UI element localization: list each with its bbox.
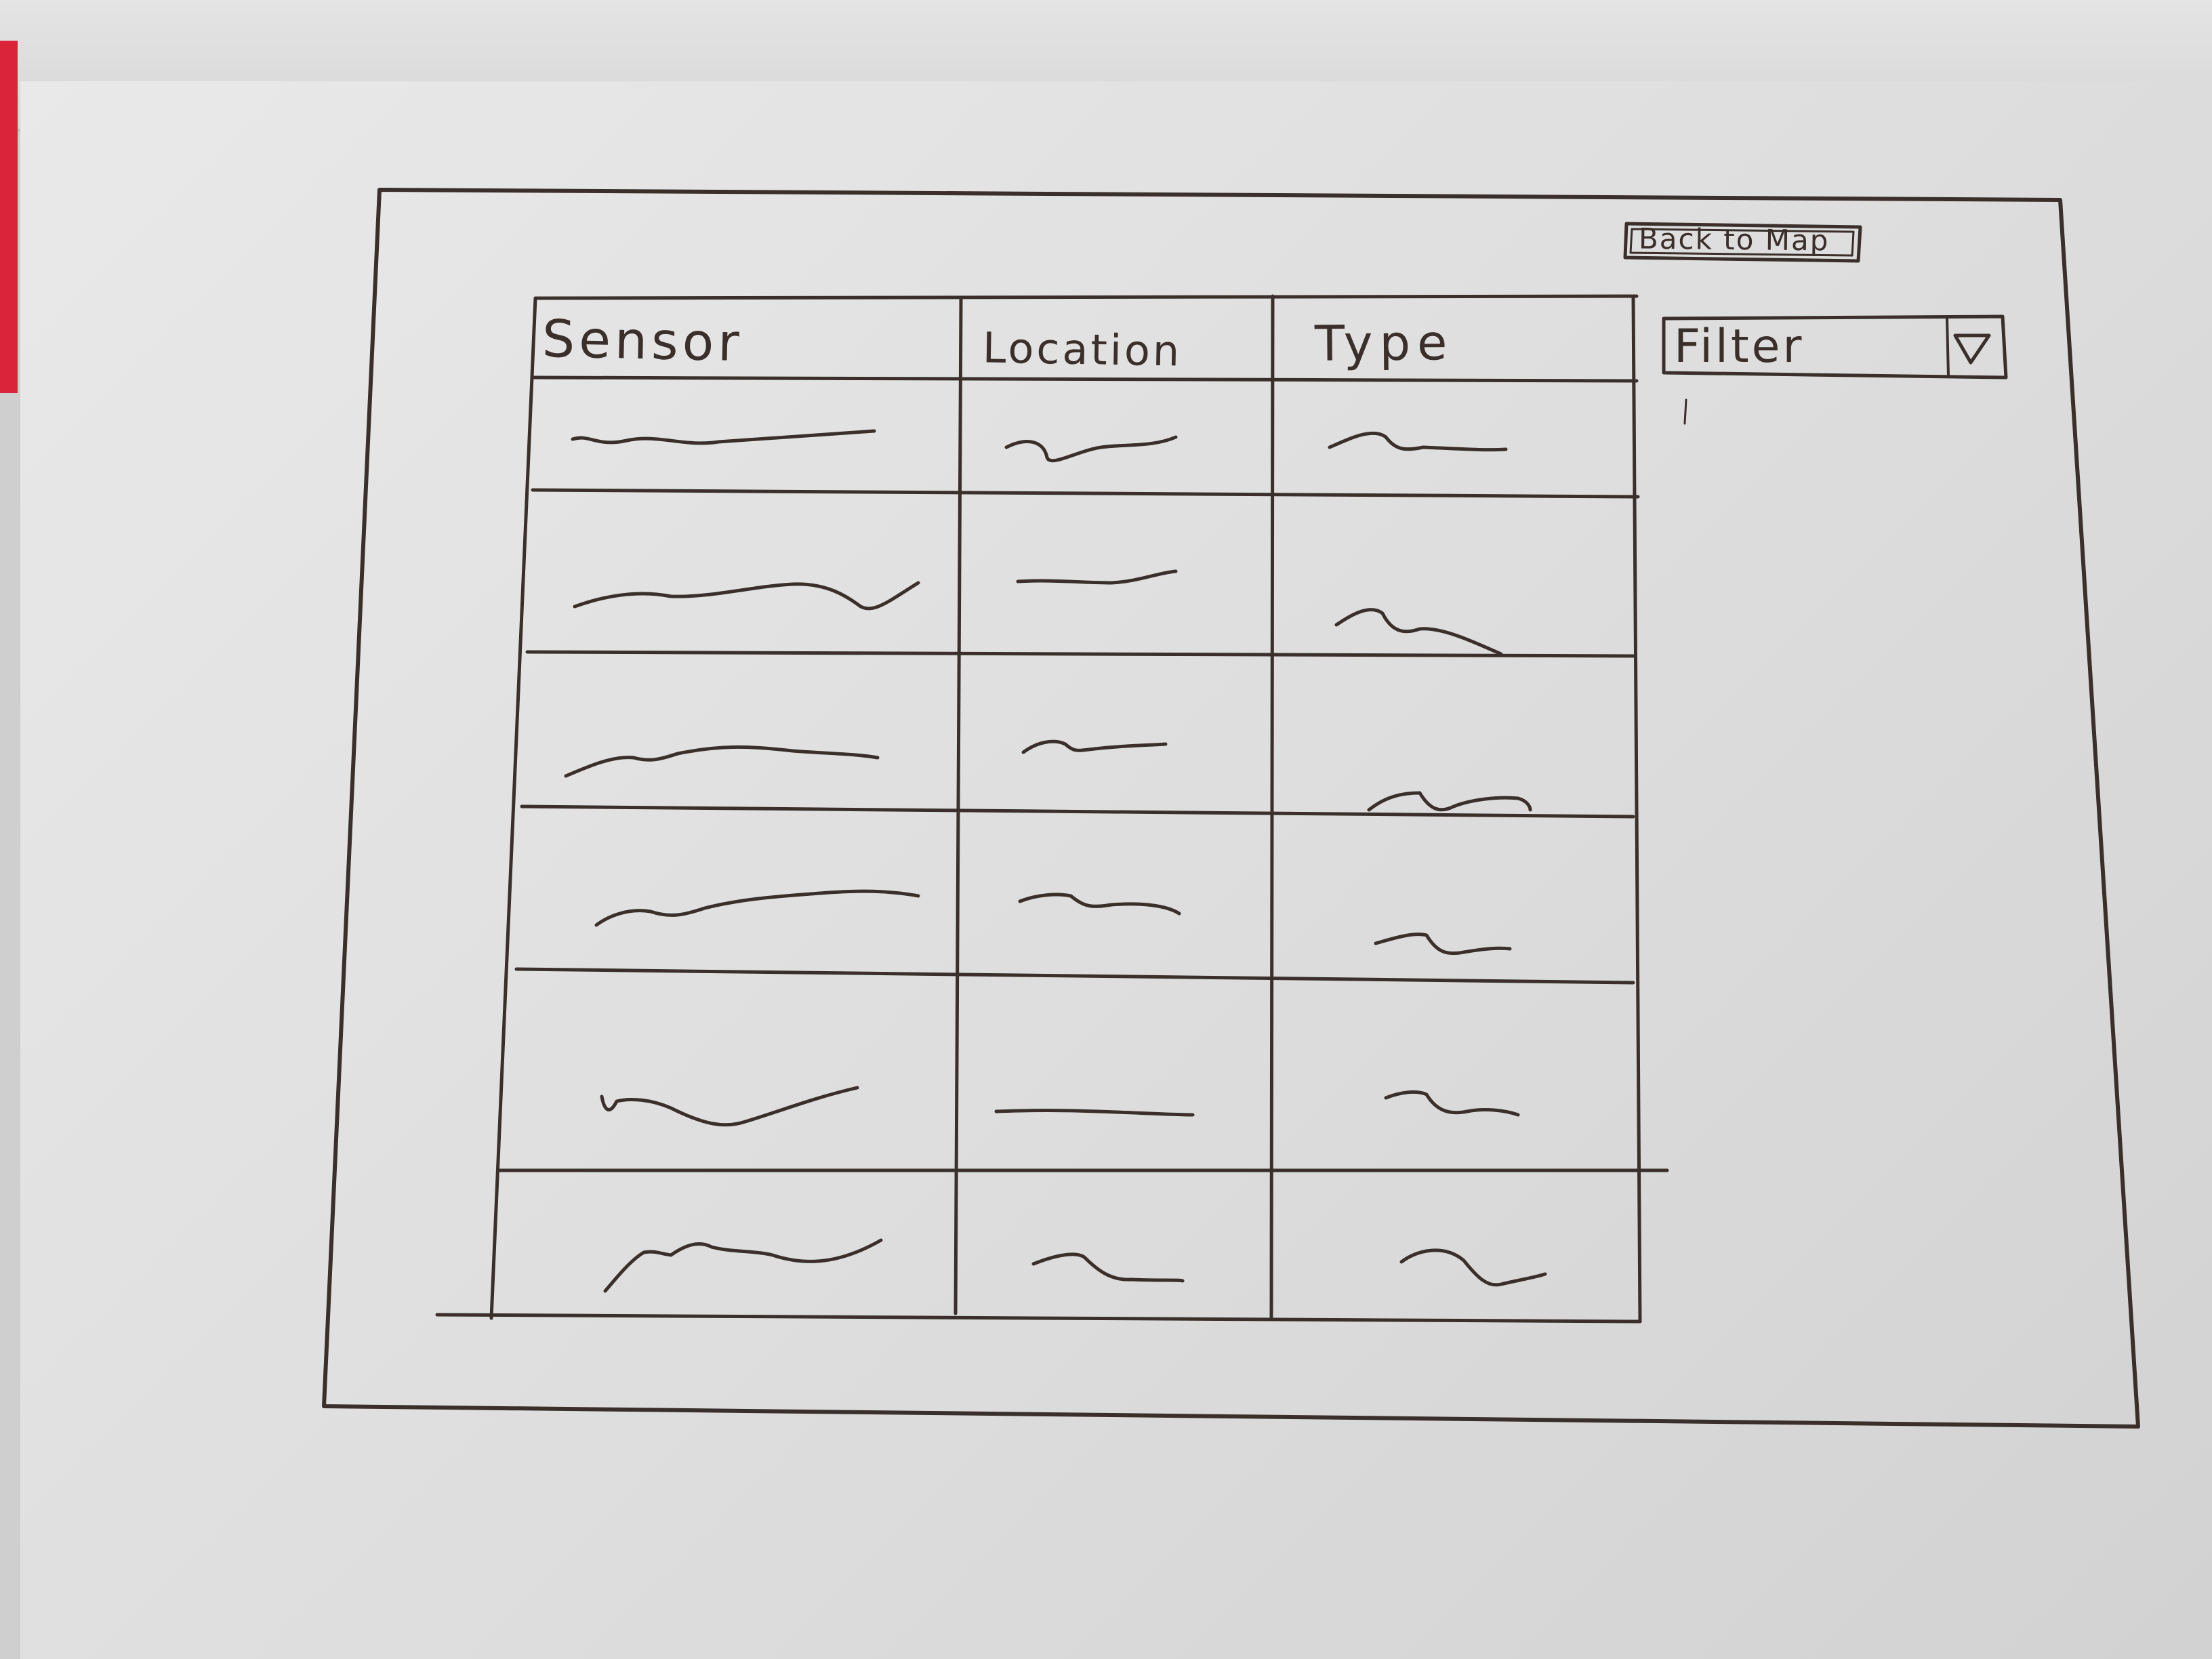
row-1-sensor-value [571, 429, 876, 445]
filter-label: Filter [1674, 320, 1805, 373]
row-5-type-value [1384, 1090, 1520, 1117]
row-3-location-value [1021, 739, 1168, 754]
column-header-sensor[interactable]: Sensor [541, 308, 744, 373]
back-to-map-label[interactable]: Back to Map [1638, 222, 1830, 258]
row-4-type-value [1374, 933, 1512, 956]
row-2-sensor-value [573, 581, 920, 611]
window-frame [322, 188, 2140, 1429]
row-2-type-value [1334, 608, 1503, 656]
row-5-sensor-value [600, 1086, 859, 1127]
row-1-type-value [1328, 431, 1508, 452]
filter-dropdown[interactable] [1662, 314, 2008, 425]
back-to-map-button[interactable] [1623, 222, 1862, 263]
desk-edge [0, 41, 18, 393]
row-2-location-value [1016, 569, 1178, 585]
column-header-location[interactable]: Location [982, 323, 1183, 376]
sketch-paper [20, 81, 2212, 1659]
row-3-sensor-value [564, 745, 880, 778]
row-6-type-value [1399, 1248, 1547, 1287]
row-4-location-value [1018, 893, 1181, 916]
row-5-location-value [994, 1109, 1195, 1117]
row-6-sensor-value [603, 1238, 883, 1293]
row-1-location-value [1004, 435, 1178, 463]
triangle-down-icon [1953, 333, 1991, 365]
sensor-table-grid [435, 294, 1669, 1324]
column-header-type[interactable]: Type [1314, 314, 1454, 372]
row-3-type-value [1367, 791, 1532, 812]
row-6-location-value [1031, 1252, 1185, 1283]
row-4-sensor-value [594, 889, 920, 927]
